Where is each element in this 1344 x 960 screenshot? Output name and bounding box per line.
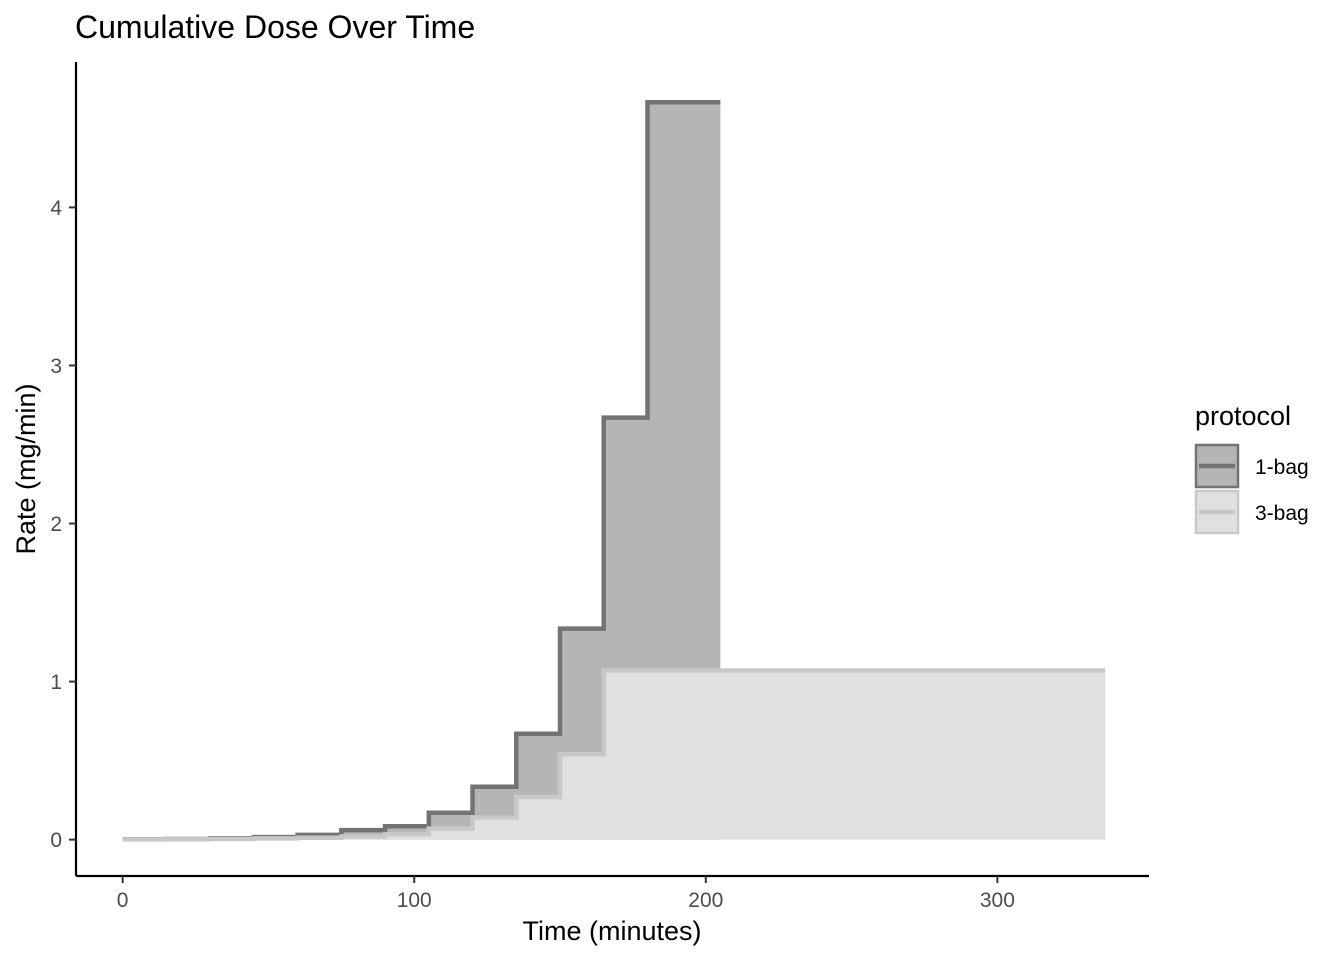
x-axis-ticks: 0 100 200 300 — [117, 876, 1015, 912]
line-3-bag — [122, 668, 1106, 842]
legend-label-3-bag: 3-bag — [1255, 502, 1309, 525]
chart-title: Cumulative Dose Over Time — [75, 9, 475, 45]
plot-area — [122, 100, 1106, 842]
area-3-bag — [122, 670, 1106, 840]
area-1-bag — [122, 102, 721, 840]
y-tick-label: 3 — [50, 355, 62, 378]
x-tick-label: 100 — [397, 889, 432, 912]
x-tick-label: 0 — [117, 889, 129, 912]
legend: protocol 1-bag 3-bag — [1194, 401, 1309, 535]
x-axis-title: Time (minutes) — [522, 916, 701, 946]
y-tick-label: 2 — [50, 513, 62, 536]
x-tick-label: 300 — [980, 889, 1015, 912]
y-tick-label: 4 — [50, 197, 62, 220]
y-axis-title: Rate (mg/min) — [11, 383, 41, 554]
legend-label-1-bag: 1-bag — [1255, 456, 1309, 479]
y-tick-label: 0 — [50, 829, 62, 852]
legend-title: protocol — [1195, 401, 1291, 431]
y-tick-label: 1 — [50, 671, 62, 694]
y-axis-ticks: 0 1 2 3 4 — [50, 197, 76, 852]
x-tick-label: 200 — [688, 889, 723, 912]
